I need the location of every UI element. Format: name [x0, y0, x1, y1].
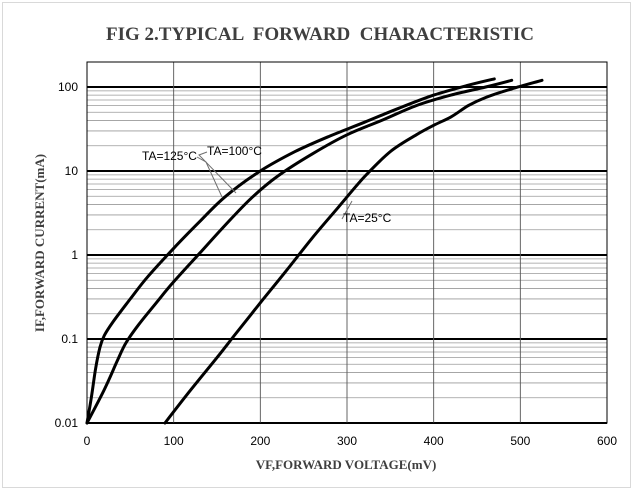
annotation-label: TA=25°C [343, 211, 392, 225]
series-line [85, 78, 514, 425]
plot-border [86, 61, 608, 424]
series-line [85, 77, 496, 425]
x-tick-label: 300 [337, 434, 357, 448]
x-tick-label: 100 [164, 434, 184, 448]
y-tick-label: 1 [71, 248, 78, 262]
annotation-leader [341, 200, 353, 220]
y-tick-label: 100 [58, 80, 78, 94]
y-tick-label: 0.1 [61, 332, 78, 346]
chart-title: FIG 2.TYPICAL FORWARD CHARACTERISTIC [106, 24, 534, 45]
annotation-leader [196, 156, 223, 198]
series-lines [85, 77, 544, 425]
x-tick-label: 200 [250, 434, 270, 448]
annotation-leader [198, 151, 237, 194]
annotation-label: TA=100°C [207, 144, 262, 158]
x-tick-label: 400 [424, 434, 444, 448]
series-line [163, 78, 544, 425]
x-axis-label: VF,FORWARD VOLTAGE(mV) [256, 457, 437, 472]
y-tick-label: 0.01 [55, 416, 79, 430]
annotation-label: TA=125°C [142, 149, 197, 163]
grid [86, 62, 608, 424]
tick-labels: 0 100 200 300 400 500 600 0.01 0.1 1 10 100 [55, 80, 618, 448]
x-tick-label: 600 [597, 434, 617, 448]
x-tick-label: 500 [510, 434, 530, 448]
annotations: TA=125°C TA=100°C TA=25°C [142, 144, 392, 225]
y-tick-label: 10 [65, 164, 79, 178]
y-axis-label: IF,FORWARD CURRENT(mA) [32, 154, 47, 332]
x-tick-label: 0 [84, 434, 91, 448]
